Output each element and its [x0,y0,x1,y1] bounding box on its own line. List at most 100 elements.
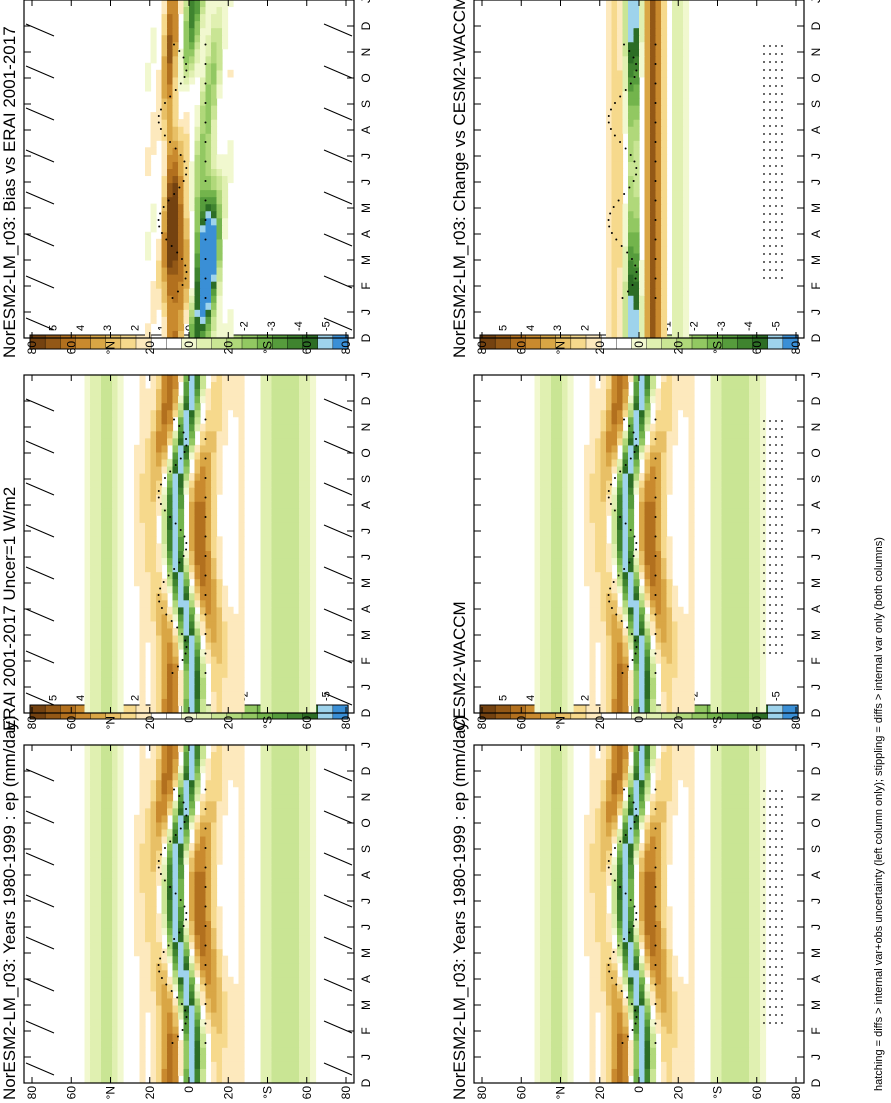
heat-cell [95,641,102,650]
heat-cell [716,793,723,802]
heat-cell [178,772,185,781]
heat-cell [589,906,596,914]
heat-cell [167,522,174,530]
heat-cell [650,927,657,936]
heat-cell [567,1011,574,1020]
heat-cell [749,1004,756,1013]
heat-cell [139,508,146,516]
heat-cell [189,416,196,425]
heat-cell [743,814,750,823]
heat-cell [540,772,547,781]
heat-cell [743,983,750,992]
heat-cell [194,786,201,795]
heat-cell [293,772,300,781]
heat-cell [661,1011,668,1020]
heat-cell [222,751,229,760]
heat-cell [661,892,668,900]
heat-cell [271,948,278,957]
heat-cell [606,962,613,971]
heat-cell [540,786,547,795]
heat-cell [211,878,218,886]
heat-cell [567,948,574,957]
heat-cell [112,465,119,474]
heat-cell [622,758,629,767]
heat-cell [200,501,207,509]
heat-cell [227,1011,234,1020]
heat-cell [178,543,185,552]
heat-cell [189,395,196,404]
heat-cell [200,821,207,830]
heat-cell [595,821,602,830]
heat-cell [749,990,756,999]
heat-cell [650,744,657,753]
heat-cell [600,857,607,865]
heat-cell [595,990,602,999]
heat-cell [589,1040,596,1048]
heat-cell [156,444,163,453]
heat-cell [727,864,734,872]
heat-cell [282,990,289,999]
heat-cell [95,751,102,760]
heat-cell [205,458,212,467]
heat-cell [760,765,767,774]
heat-cell [189,620,196,629]
heat-cell [106,578,113,587]
heat-cell [112,1033,119,1041]
heat-cell [282,430,289,439]
heat-cell [727,948,734,957]
heat-cell [622,1011,629,1020]
heat-cell [134,515,141,523]
heat-cell [760,969,767,978]
heat-cell [112,634,119,643]
heat-cell [562,800,569,809]
heat-cell [589,744,596,753]
month-tick-label: J [359,924,373,930]
heat-cell [304,779,311,788]
heat-cell [677,772,684,781]
heat-cell [205,501,212,509]
heat-cell [200,878,207,886]
heat-cell [545,772,552,781]
heat-cell [106,934,113,943]
heat-cell [189,1068,196,1076]
heat-cell [84,423,91,432]
heat-cell [95,758,102,767]
heat-cell [161,969,168,978]
heat-cell [738,751,745,760]
heat-cell [238,976,245,985]
heat-cell [194,1061,201,1069]
heat-cell [101,850,108,858]
heat-cell [90,906,97,914]
heat-cell [178,508,185,516]
heat-cell [84,416,91,425]
heat-cell [534,955,541,964]
heat-cell [727,772,734,781]
heat-cell [222,1068,229,1076]
heat-cell [189,821,196,830]
heat-cell [150,606,157,615]
heat-cell [760,1011,767,1020]
heat-cell [134,885,141,893]
heat-cell [90,472,97,481]
heat-cell [216,941,223,950]
heat-cell [545,864,552,872]
heat-cell [304,899,311,907]
heat-cell [200,571,207,580]
heat-cell [688,744,695,753]
heat-cell [721,1054,728,1062]
heat-cell [545,1040,552,1048]
heat-cell [271,543,278,552]
heat-cell [277,627,284,636]
heat-cell [639,779,646,788]
heat-cell [288,402,295,411]
heat-cell [227,772,234,781]
heat-cell [666,758,673,767]
heat-cell [282,543,289,552]
heat-cell [688,1047,695,1055]
heat-cell [688,892,695,900]
heat-cell [611,1011,618,1020]
heat-cell [288,691,295,699]
heat-cell [589,1054,596,1062]
heat-cell [688,948,695,957]
heat-cell [760,934,767,943]
